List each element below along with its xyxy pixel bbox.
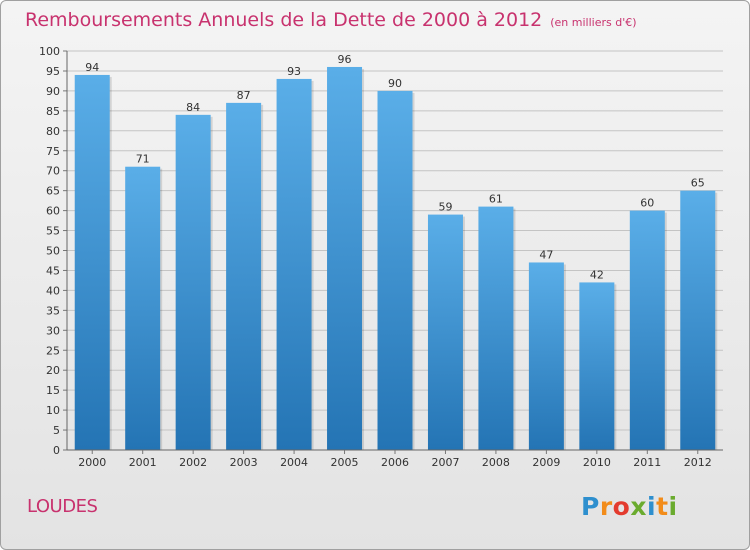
x-tick-label: 2006 [381,456,409,469]
proxiti-logo: Proxiti [581,492,691,522]
logo-letter: P [581,492,600,521]
x-tick-label: 2009 [532,456,560,469]
bar [125,166,161,450]
logo-letter: o [612,492,631,521]
bars [74,66,718,451]
x-tick-label: 2005 [331,456,359,469]
logo-letter: i [668,492,678,521]
bar [629,210,665,450]
y-tick-label: 70 [46,165,60,178]
y-tick-label: 100 [39,45,60,58]
y-tick-label: 25 [46,344,60,357]
data-label: 59 [438,201,452,214]
x-tick-label: 2000 [78,456,106,469]
chart-title: Remboursements Annuels de la Dette de 20… [25,9,637,31]
x-tick-label: 2001 [129,456,157,469]
bar [579,282,615,450]
y-tick-label: 85 [46,105,60,118]
data-label: 84 [186,101,200,114]
axes: 0 5 10 15 20 25 30 35 40 45 50 55 60 65 70 75 80 85 90 95 10… [39,45,723,469]
x-tick-label: 2010 [583,456,611,469]
logo-letter: i [647,492,657,521]
data-label: 65 [691,177,705,190]
y-tick-label: 5 [53,424,60,437]
data-labels: 94 71 84 87 93 96 90 59 61 47 42 60 65 [85,53,705,281]
bar [427,214,463,450]
bar [276,78,312,451]
y-tick-label: 55 [46,225,60,238]
chart-subtitle: (en milliers d'€) [550,16,637,29]
data-label: 94 [85,61,99,74]
x-tick-label: 2011 [633,456,661,469]
data-label: 93 [287,65,301,78]
logo-letter: x [630,492,647,521]
data-label: 90 [388,77,402,90]
data-label: 71 [136,153,150,166]
y-tick-label: 75 [46,145,60,158]
y-tick-label: 20 [46,364,60,377]
y-tick-label: 60 [46,205,60,218]
y-tick-label: 80 [46,125,60,138]
y-tick-label: 40 [46,284,60,297]
logo-letter: r [599,492,613,521]
bar [226,102,262,451]
x-tick-label: 2012 [684,456,712,469]
y-tick-label: 45 [46,264,60,277]
x-tick-label: 2003 [230,456,258,469]
y-tick-label: 65 [46,185,60,198]
y-tick-label: 95 [46,65,60,78]
bar [680,190,716,450]
y-tick-label: 10 [46,404,60,417]
logo-letter: t [656,492,669,521]
y-tick-label: 50 [46,245,60,258]
y-tick-label: 15 [46,384,60,397]
bar [528,262,564,450]
data-label: 47 [539,248,553,261]
y-tick-label: 30 [46,324,60,337]
x-tick-label: 2004 [280,456,308,469]
data-label: 42 [590,268,604,281]
data-label: 61 [489,193,503,206]
x-tick-label: 2008 [482,456,510,469]
bar [175,114,211,450]
bar [327,66,363,451]
bar [377,90,413,451]
chart-title-text: Remboursements Annuels de la Dette de 20… [25,9,543,31]
x-tick-label: 2007 [431,456,459,469]
bar [478,206,514,450]
y-tick-label: 35 [46,304,60,317]
y-tick-label: 0 [53,444,60,457]
commune-name: LOUDES [27,496,98,517]
data-label: 96 [338,53,352,66]
x-tick-label: 2002 [179,456,207,469]
bar [74,74,110,450]
data-label: 60 [640,197,654,210]
data-label: 87 [237,89,251,102]
y-tick-label: 90 [46,85,60,98]
